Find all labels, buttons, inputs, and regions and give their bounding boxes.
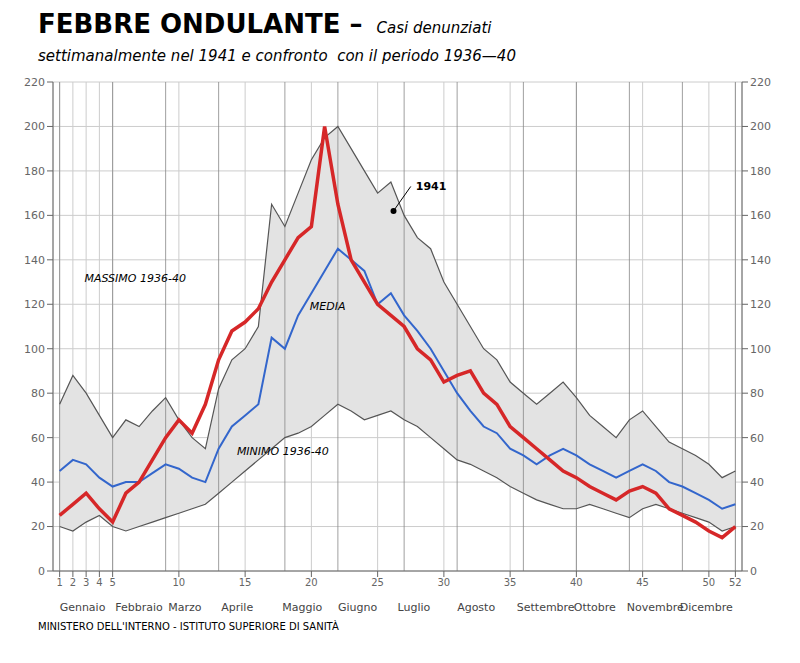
svg-text:Dicembre: Dicembre xyxy=(680,601,733,614)
svg-text:MINIMO 1936-40: MINIMO 1936-40 xyxy=(237,445,329,458)
svg-text:Febbraio: Febbraio xyxy=(115,601,163,614)
html-text:MINISTERO DELL'INTERNO - ISTIT: MINISTERO DELL'INTERNO - ISTITUTO SUPERI… xyxy=(38,621,339,632)
svg-text:20: 20 xyxy=(750,520,764,533)
svg-text:Ottobre: Ottobre xyxy=(574,601,616,614)
svg-text:120: 120 xyxy=(750,298,771,311)
svg-text:20: 20 xyxy=(305,577,318,588)
svg-text:Agosto: Agosto xyxy=(457,601,495,614)
svg-text:1941: 1941 xyxy=(416,180,447,193)
svg-text:120: 120 xyxy=(24,298,45,311)
svg-text:160: 160 xyxy=(24,209,45,222)
svg-text:100: 100 xyxy=(750,343,771,356)
svg-text:50: 50 xyxy=(703,577,716,588)
svg-text:80: 80 xyxy=(750,387,764,400)
svg-text:40: 40 xyxy=(750,476,764,489)
svg-text:Settembre: Settembre xyxy=(517,601,575,614)
svg-text:140: 140 xyxy=(750,254,771,267)
svg-text:Luglio: Luglio xyxy=(398,601,431,614)
svg-text:52: 52 xyxy=(729,577,742,588)
svg-text:Marzo: Marzo xyxy=(168,601,202,614)
svg-text:0: 0 xyxy=(38,565,45,578)
svg-text:15: 15 xyxy=(239,577,252,588)
svg-text:20: 20 xyxy=(31,520,45,533)
svg-text:180: 180 xyxy=(24,165,45,178)
svg-text:1: 1 xyxy=(56,577,62,588)
svg-text:40: 40 xyxy=(570,577,583,588)
svg-text:4: 4 xyxy=(96,577,102,588)
svg-text:Novembre: Novembre xyxy=(627,601,684,614)
svg-text:100: 100 xyxy=(24,343,45,356)
svg-text:60: 60 xyxy=(750,432,764,445)
html-text:settimanalmente nel 1941 e con: settimanalmente nel 1941 e confronto con… xyxy=(38,47,516,65)
html-text:Casi denunziati: Casi denunziati xyxy=(376,19,492,37)
svg-text:2: 2 xyxy=(70,577,76,588)
svg-text:Giugno: Giugno xyxy=(338,601,378,614)
svg-text:Maggio: Maggio xyxy=(282,601,322,614)
svg-text:25: 25 xyxy=(371,577,384,588)
svg-text:40: 40 xyxy=(31,476,45,489)
svg-text:220: 220 xyxy=(750,76,771,89)
svg-text:5: 5 xyxy=(109,577,115,588)
svg-text:MEDIA: MEDIA xyxy=(310,300,346,313)
svg-text:160: 160 xyxy=(750,209,771,222)
svg-text:140: 140 xyxy=(24,254,45,267)
svg-text:30: 30 xyxy=(438,577,451,588)
svg-text:180: 180 xyxy=(750,165,771,178)
svg-text:0: 0 xyxy=(750,565,757,578)
svg-text:220: 220 xyxy=(24,76,45,89)
svg-text:60: 60 xyxy=(31,432,45,445)
svg-text:Gennaio: Gennaio xyxy=(60,601,106,614)
svg-text:80: 80 xyxy=(31,387,45,400)
svg-text:10: 10 xyxy=(173,577,186,588)
svg-text:45: 45 xyxy=(636,577,649,588)
svg-text:35: 35 xyxy=(504,577,517,588)
html-text:FEBBRE ONDULANTE –: FEBBRE ONDULANTE – xyxy=(38,9,363,39)
svg-text:200: 200 xyxy=(750,120,771,133)
svg-text:MASSIMO 1936-40: MASSIMO 1936-40 xyxy=(85,272,186,285)
svg-text:3: 3 xyxy=(83,577,89,588)
svg-text:Aprile: Aprile xyxy=(221,601,253,614)
svg-text:200: 200 xyxy=(24,120,45,133)
